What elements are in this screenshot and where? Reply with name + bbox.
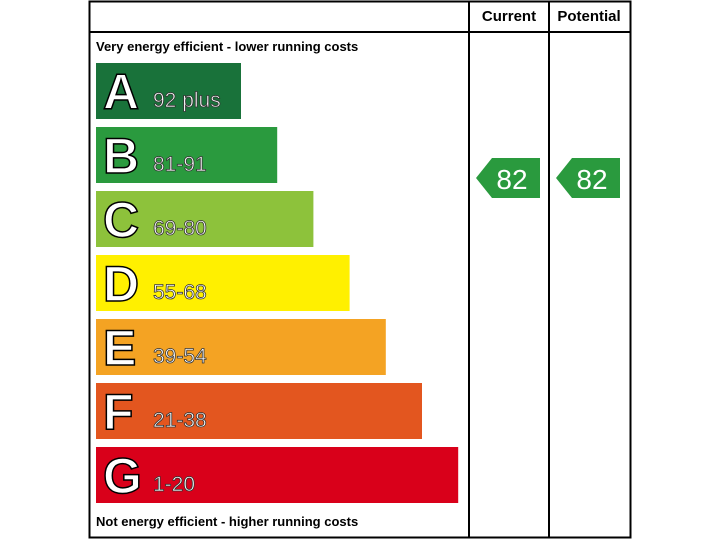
band-bar xyxy=(96,383,422,439)
band-bar xyxy=(96,191,314,247)
current-value: 82 xyxy=(496,164,527,195)
band-bar xyxy=(96,447,459,503)
current-header: Current xyxy=(482,8,536,25)
band-bar xyxy=(96,319,386,375)
band-bar xyxy=(96,255,350,311)
band-range: 69-80 xyxy=(153,217,207,240)
band-range: 21-38 xyxy=(153,409,207,432)
band-letter: A xyxy=(103,64,139,120)
current-arrow xyxy=(476,158,540,198)
band-range: 92 plus xyxy=(153,89,221,112)
bands: A 92 plus B 81-91 C 69-80 D 55-68 E 39-54 F 21-38 G 1… xyxy=(96,63,459,505)
band-letter: F xyxy=(103,384,134,440)
band-range: 55-68 xyxy=(153,281,207,304)
potential-header: Potential xyxy=(557,8,620,25)
band-bar xyxy=(96,63,241,119)
potential-value: 82 xyxy=(576,164,607,195)
bottom-note: Not energy efficient - higher running co… xyxy=(96,514,358,529)
frame xyxy=(88,0,632,539)
band-letter: B xyxy=(103,128,139,184)
band-letter: G xyxy=(103,448,142,504)
band-range: 39-54 xyxy=(153,345,207,368)
band-letter: D xyxy=(103,256,139,312)
band-letter: C xyxy=(103,192,139,248)
band-bar xyxy=(96,127,278,183)
potential-arrow xyxy=(556,158,620,198)
band-range: 1-20 xyxy=(153,473,195,496)
top-note: Very energy efficient - lower running co… xyxy=(96,39,358,54)
band-letter: E xyxy=(103,320,136,376)
band-range: 81-91 xyxy=(153,153,207,176)
